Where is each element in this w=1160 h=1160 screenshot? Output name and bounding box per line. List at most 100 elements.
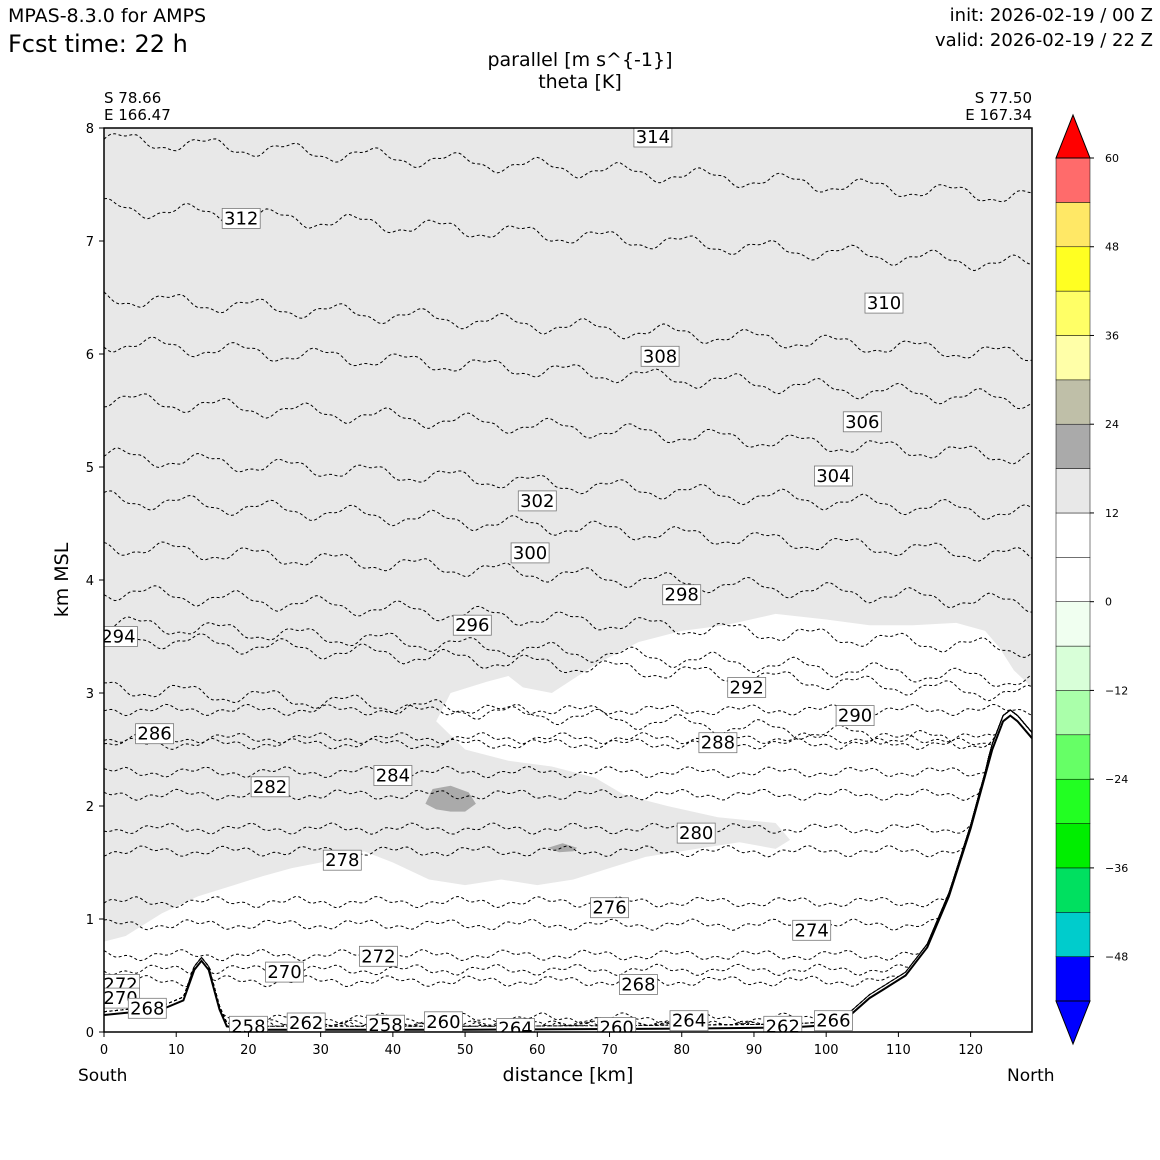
- contour-label-294-box: [104, 626, 138, 647]
- contour-label-284-text: 284: [376, 766, 410, 787]
- contour-label-extra-6: 262: [763, 1015, 803, 1032]
- contour-label-264: 264: [669, 1010, 709, 1032]
- contour-label-310-text: 310: [867, 293, 901, 314]
- contour-label-296-text: 296: [455, 615, 489, 636]
- start-longitude: E 166.47: [104, 106, 171, 124]
- contour-label-300-box: [510, 542, 550, 564]
- contour-label-282-text: 282: [253, 777, 287, 798]
- contour-label-304-text: 304: [816, 466, 850, 487]
- colorbar-segment-5: [1055, 734, 1091, 780]
- contour-label-280-text: 280: [679, 823, 713, 844]
- colorbar-tick-label-0: −48: [1105, 951, 1128, 964]
- contour-label-298-text: 298: [665, 585, 699, 606]
- contour-label-288-box: [698, 732, 738, 754]
- contour-label-286: 286: [135, 723, 175, 745]
- colorbar-tick-label-4: 0: [1105, 596, 1112, 609]
- contour-label-extra-2-box: [127, 997, 167, 1019]
- contour-label-302-text: 302: [520, 491, 554, 512]
- contour-label-314-text: 314: [636, 127, 670, 148]
- contour-label-272: 272: [358, 945, 398, 967]
- contour-label-258-box: [366, 1014, 406, 1032]
- colorbar-segment-8: [1055, 601, 1091, 647]
- contour-label-260-text: 260: [426, 1012, 460, 1033]
- x-tick-label-90: 90: [746, 1043, 763, 1058]
- contour-label-260: 260: [423, 1011, 463, 1033]
- contour-label-extra-3-text: 258: [231, 1016, 265, 1037]
- contour-label-306-text: 306: [845, 412, 879, 433]
- contour-label-286-text: 286: [137, 724, 171, 745]
- x-tick-label-60: 60: [529, 1043, 546, 1058]
- contour-label-310-box: [864, 292, 904, 314]
- x-tick-label-30: 30: [312, 1043, 329, 1058]
- theta-contour-272: [104, 709, 1032, 962]
- theta-contour-302: [104, 490, 1032, 562]
- colorbar-segment-16: [1055, 246, 1091, 292]
- contour-label-268: 268: [619, 974, 658, 996]
- y-tick-label-0: 0: [86, 1026, 94, 1041]
- contour-label-270: 270: [265, 961, 304, 983]
- contour-label-280: 280: [676, 822, 716, 844]
- colorbar-tick-label-1: −36: [1105, 862, 1128, 875]
- theta-contour-286: [104, 709, 1032, 750]
- contour-label-272-text: 272: [361, 946, 395, 967]
- contour-label-262: 262: [286, 1012, 326, 1034]
- contour-label-302-box: [517, 490, 557, 512]
- contour-label-extra-2-text: 268: [130, 998, 164, 1019]
- wind-shading-1: [425, 785, 476, 812]
- x-tick-label-70: 70: [601, 1043, 618, 1058]
- wind-shading-0: [104, 128, 1032, 942]
- theta-contour-290: [104, 703, 1032, 717]
- valid-time: valid: 2026-02-19 / 22 Z: [935, 30, 1153, 51]
- y-tick-label-7: 7: [86, 235, 94, 250]
- colorbar: −48 −36 −24 −12 0 12 24 36 48 60: [1055, 113, 1128, 1046]
- north-end-label: North: [1007, 1066, 1055, 1086]
- y-tick-label-5: 5: [86, 461, 94, 476]
- contour-label-266-text: 266: [816, 1011, 850, 1032]
- contour-label-264-box: [669, 1010, 709, 1032]
- contour-label-274-text: 274: [795, 920, 829, 941]
- contour-label-276: 276: [590, 897, 629, 919]
- theta-contour-306: [104, 393, 1032, 465]
- end-longitude: E 167.34: [965, 106, 1032, 124]
- contour-label-extra-4-box: [496, 1018, 536, 1032]
- theta-contour-294: [104, 628, 1032, 702]
- contour-label-276-box: [590, 897, 629, 919]
- contour-label-268-box: [619, 974, 658, 995]
- end-latitude: S 77.50: [974, 89, 1032, 107]
- contour-label-270-box: [265, 961, 304, 983]
- x-tick-label-50: 50: [457, 1043, 474, 1058]
- colorbar-extend-max: [1055, 113, 1091, 159]
- y-tick-label-3: 3: [86, 687, 94, 702]
- contour-label-308-text: 308: [643, 346, 677, 367]
- contour-label-266-box: [814, 1010, 853, 1032]
- colorbar-segment-1: [1055, 912, 1091, 957]
- x-tick-label-40: 40: [385, 1043, 402, 1058]
- colorbar-tick-label-9: 60: [1105, 152, 1119, 165]
- contour-label-292-text: 292: [730, 677, 764, 698]
- contour-label-274: 274: [792, 919, 832, 941]
- x-tick-label-0: 0: [100, 1043, 108, 1058]
- colorbar-segment-2: [1055, 867, 1091, 913]
- contour-label-282-box: [250, 776, 290, 798]
- colorbar-segment-13: [1055, 379, 1091, 425]
- contour-label-278-box: [322, 849, 362, 871]
- contour-label-layer: 314 312 310 308 306 304 302 300 298 296 294 292 290 2…: [104, 127, 904, 1040]
- contour-label-278: 278: [322, 849, 362, 871]
- x-tick-label-10: 10: [168, 1043, 185, 1058]
- contour-label-280-box: [676, 822, 716, 844]
- colorbar-segment-10: [1055, 512, 1091, 558]
- contour-label-302: 302: [517, 490, 557, 512]
- terrain-fill: [104, 715, 1032, 1032]
- colorbar-tick-label-6: 24: [1105, 418, 1119, 431]
- contour-label-extra-4-text: 264: [498, 1019, 532, 1040]
- chart-title-theta: theta [K]: [538, 71, 622, 93]
- colorbar-tick-label-5: 12: [1105, 507, 1119, 520]
- contour-label-262-text: 262: [289, 1013, 323, 1034]
- contour-label-extra-4: 264: [496, 1018, 536, 1040]
- colorbar-segment-15: [1055, 290, 1091, 336]
- theta-contour-300: [104, 541, 1032, 613]
- y-tick-label-2: 2: [86, 800, 94, 815]
- contour-label-304: 304: [814, 465, 853, 487]
- theta-contour-298: [104, 585, 1032, 658]
